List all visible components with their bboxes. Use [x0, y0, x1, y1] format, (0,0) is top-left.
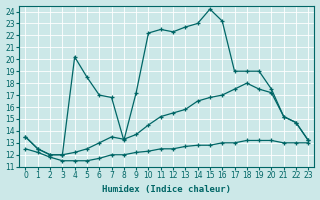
X-axis label: Humidex (Indice chaleur): Humidex (Indice chaleur) — [102, 185, 231, 194]
